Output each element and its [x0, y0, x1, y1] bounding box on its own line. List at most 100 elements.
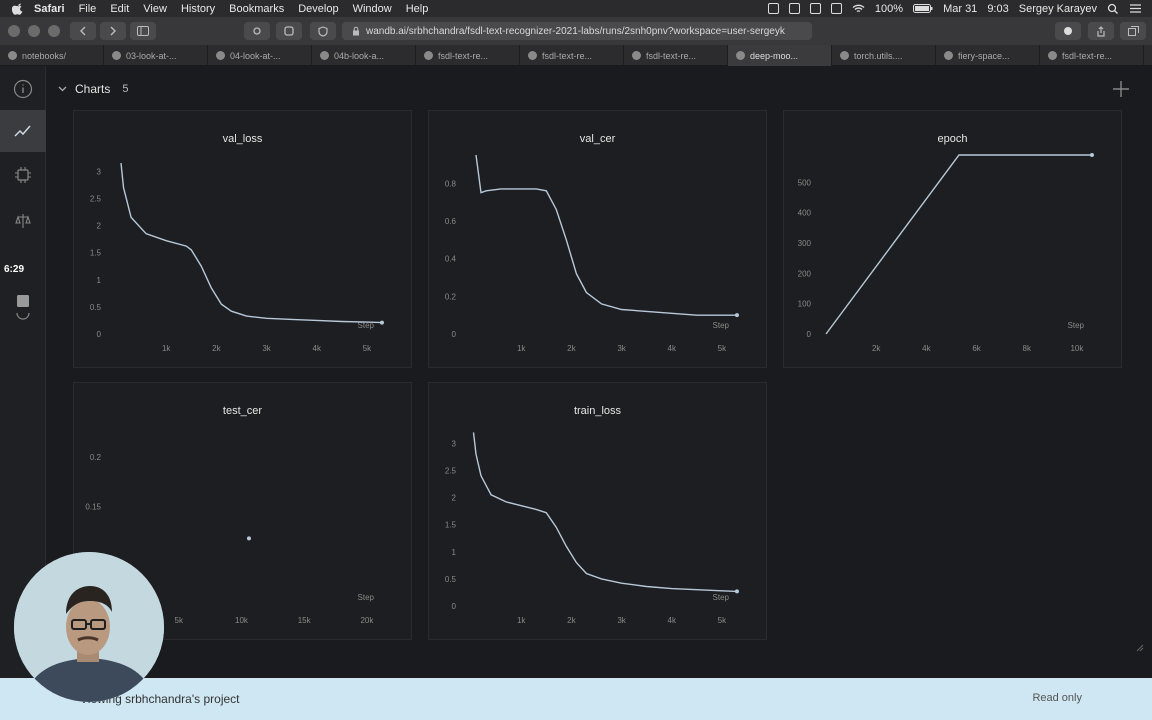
data-point[interactable]: [734, 589, 739, 594]
line-chart-icon: [14, 125, 31, 137]
series-line: [825, 154, 1092, 335]
data-point[interactable]: [734, 313, 739, 318]
chart-panel-val-loss[interactable]: val_loss 0 0.5 1 1.5 2 2.5 3 1k 2k 3k 4k 5k Step: [73, 110, 412, 368]
favicon-icon: [736, 51, 745, 60]
menu-bookmarks[interactable]: Bookmarks: [229, 2, 285, 15]
tab-overview-button[interactable]: [1120, 22, 1146, 40]
y-tick-label: 3: [97, 167, 102, 176]
webcam-overlay: [14, 552, 164, 702]
browser-tab-label: fsdl-text-re...: [438, 50, 489, 61]
x-tick-label: 5k: [718, 616, 727, 625]
browser-tab-label: torch.utils....: [854, 50, 903, 61]
battery-percent[interactable]: 100%: [874, 2, 904, 15]
y-tick-label: 0.5: [90, 303, 102, 312]
macos-menu-bar: Safari File Edit View History Bookmarks …: [0, 0, 1152, 17]
viewing-project-text: Viewing srbhchandra's project: [80, 692, 240, 706]
panel-title: val_loss: [222, 133, 263, 145]
back-button[interactable]: [70, 22, 96, 40]
browser-tab[interactable]: notebooks/: [0, 45, 104, 66]
browser-tab[interactable]: fsdl-text-re...: [624, 45, 728, 66]
menu-history[interactable]: History: [180, 2, 216, 15]
browser-toolbar: wandb.ai/srbhchandra/fsdl-text-recognize…: [0, 17, 1152, 45]
resize-handle-icon[interactable]: [1134, 642, 1144, 652]
apple-icon[interactable]: [12, 3, 24, 15]
y-tick-label: 3: [452, 439, 457, 448]
data-point[interactable]: [1089, 153, 1094, 157]
x-tick-label: 3k: [617, 616, 626, 625]
status-icon[interactable]: [830, 3, 842, 14]
browser-tab[interactable]: fsdl-text-re...: [416, 45, 520, 66]
browser-tab[interactable]: 04-look-at-...: [208, 45, 312, 66]
x-tick-label: 5k: [363, 344, 372, 353]
menu-view[interactable]: View: [143, 2, 167, 15]
menu-help[interactable]: Help: [405, 2, 429, 15]
x-axis-label: Step: [713, 593, 730, 602]
status-icon[interactable]: [809, 3, 821, 14]
y-tick-label: 0: [452, 602, 457, 611]
x-tick-label: 1k: [517, 344, 526, 353]
battery-icon[interactable]: [913, 4, 933, 13]
chart-panel-epoch[interactable]: epoch 0 100 200 300 400 500 2k 4k 6k 8k 10k Step: [783, 110, 1122, 368]
share-button[interactable]: [1088, 22, 1114, 40]
series-line: [472, 432, 738, 593]
browser-tab[interactable]: fsdl-text-re...: [1040, 45, 1144, 66]
browser-tab[interactable]: torch.utils....: [832, 45, 936, 66]
workspace-main: Charts 5 val_loss 0 0.5 1 1.5 2 2.5 3 1k 2k 3k 4k 5…: [46, 66, 1152, 678]
nav-model[interactable]: [0, 200, 46, 242]
nav-logs[interactable]: [0, 280, 46, 322]
x-axis-label: Step: [1068, 321, 1085, 330]
sidebar-button[interactable]: [130, 22, 156, 40]
chart-svg: 0 100 200 300 400 500 2k 4k 6k 8k 10k Step: [798, 153, 1094, 353]
chart-panel-train-loss[interactable]: train_loss 0 0.5 1 1.5 2 2.5 3 1k 2k 3k 4k 5k Step: [428, 382, 767, 640]
zoom-window-icon[interactable]: [48, 25, 60, 37]
menu-date[interactable]: Mar 31: [943, 2, 978, 15]
nav-artifacts[interactable]: [0, 304, 46, 328]
status-icon[interactable]: [767, 3, 779, 14]
data-point[interactable]: [246, 536, 251, 541]
search-icon[interactable]: [1107, 3, 1119, 14]
favicon-icon: [632, 51, 641, 60]
browser-tab[interactable]: deep-moo...: [728, 45, 832, 66]
nav-charts[interactable]: [0, 110, 46, 152]
add-panel-icon[interactable]: [1112, 80, 1130, 98]
forward-button[interactable]: [100, 22, 126, 40]
nav-overview[interactable]: [0, 68, 46, 110]
browser-tab-label: notebooks/: [22, 50, 67, 61]
x-tick-label: 4k: [922, 344, 931, 353]
y-tick-label: 0.2: [90, 453, 102, 462]
charts-section-header[interactable]: Charts 5: [58, 82, 128, 96]
wifi-icon[interactable]: [852, 4, 865, 14]
status-icon[interactable]: [788, 3, 800, 14]
minimize-window-icon[interactable]: [28, 25, 40, 37]
menu-file[interactable]: File: [78, 2, 97, 15]
privacy-button[interactable]: [310, 22, 336, 40]
menu-user[interactable]: Sergey Karayev: [1018, 2, 1097, 15]
downloads-button[interactable]: [1055, 22, 1081, 40]
x-tick-label: 2k: [567, 344, 576, 353]
browser-tab[interactable]: 04b-look-a...: [312, 45, 416, 66]
menu-develop[interactable]: Develop: [298, 2, 339, 15]
chevron-down-icon[interactable]: [58, 86, 67, 92]
browser-tab[interactable]: 03-look-at-...: [104, 45, 208, 66]
close-window-icon[interactable]: [8, 25, 20, 37]
data-point[interactable]: [379, 320, 384, 325]
menu-edit[interactable]: Edit: [110, 2, 130, 15]
extension-button[interactable]: [276, 22, 302, 40]
read-only-badge: Read only: [1032, 692, 1082, 704]
nav-system[interactable]: [0, 154, 46, 196]
address-bar[interactable]: wandb.ai/srbhchandra/fsdl-text-recognize…: [342, 22, 812, 40]
browser-tab[interactable]: fiery-space...: [936, 45, 1040, 66]
y-tick-label: 0.6: [445, 217, 457, 226]
x-tick-label: 10k: [1070, 344, 1084, 353]
series-line: [120, 163, 383, 324]
panel-title: epoch: [937, 133, 968, 145]
control-center-icon[interactable]: [1129, 3, 1142, 14]
menu-window[interactable]: Window: [352, 2, 392, 15]
extension-button[interactable]: [244, 22, 270, 40]
y-tick-label: 0.8: [445, 179, 457, 188]
menu-app-name[interactable]: Safari: [34, 2, 65, 15]
menu-time[interactable]: 9:03: [987, 2, 1009, 15]
chart-panel-val-cer[interactable]: val_cer 0 0.2 0.4 0.6 0.8 1k 2k 3k 4k 5k Step: [428, 110, 767, 368]
y-tick-label: 400: [798, 209, 812, 218]
browser-tab[interactable]: fsdl-text-re...: [520, 45, 624, 66]
